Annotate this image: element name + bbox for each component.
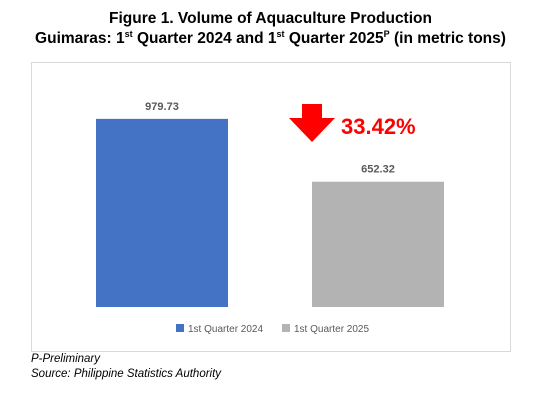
legend-label-1: 1st Quarter 2024 bbox=[188, 324, 263, 335]
bar-2 bbox=[312, 181, 444, 307]
chart-title-line1: Figure 1. Volume of Aquaculture Producti… bbox=[109, 10, 432, 27]
bar-1 bbox=[96, 118, 228, 307]
title-part: (in metric tons) bbox=[389, 30, 506, 47]
change-annotation: 33.42% bbox=[341, 114, 416, 139]
source-note: Source: Philippine Statistics Authority bbox=[31, 368, 222, 380]
title-sup: st bbox=[124, 28, 133, 39]
title-sup: st bbox=[276, 28, 285, 39]
legend-swatch-1 bbox=[176, 324, 184, 332]
title-part: Quarter 2024 and 1 bbox=[132, 30, 277, 47]
legend-swatch-2 bbox=[282, 324, 290, 332]
data-label-1: 979.73 bbox=[145, 101, 179, 113]
legend-label-2: 1st Quarter 2025 bbox=[294, 324, 369, 335]
down-arrow-icon bbox=[289, 104, 335, 142]
title-part: Guimaras: 1 bbox=[35, 30, 125, 47]
title-sup: P bbox=[383, 28, 390, 39]
data-label-2: 652.32 bbox=[361, 164, 395, 176]
preliminary-note: P-Preliminary bbox=[31, 353, 101, 365]
chart-title-line2: Guimaras: 1st Quarter 2024 and 1st Quart… bbox=[0, 29, 541, 49]
chart-area-border bbox=[31, 62, 511, 352]
title-part: Quarter 2025 bbox=[284, 30, 384, 47]
chart-title: Figure 1. Volume of Aquaculture Producti… bbox=[0, 9, 541, 49]
